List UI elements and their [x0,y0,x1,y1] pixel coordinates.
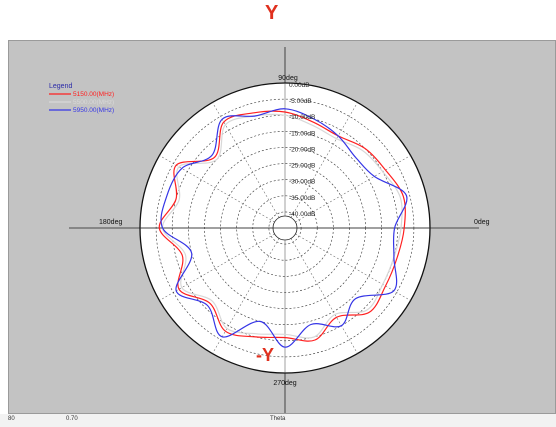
polar-grid [69,47,479,413]
radial-tick-label: -30.00dB [289,179,315,186]
angle-label-90: 90deg [278,75,298,82]
radial-tick-label: -15.00dB [289,130,315,137]
label-layer: 0deg 90deg 180deg 270deg 0.00dB -5.00dB -10.00… [99,75,490,387]
series-line-2 [160,108,408,348]
status-mid: 0.70 [66,416,78,422]
legend-entry: 5500.00(MHz) [73,99,114,106]
angle-label-180: 180deg [99,219,122,226]
radial-tick-label: -10.00dB [289,114,315,121]
radial-tick-label: -25.00dB [289,163,315,170]
label-top-y: Y [265,2,279,24]
angle-label-0: 0deg [474,219,490,226]
polar-chart: 0deg 90deg 180deg 270deg 0.00dB -5.00dB -10.00… [49,47,490,413]
status-left: 80 [8,416,15,422]
radial-tick-label: 0.00dB [289,82,310,89]
radial-tick-label: -35.00dB [289,195,315,202]
radial-tick-label: -40.00dB [289,211,315,218]
legend-title: Legend [49,83,72,90]
series-layer [158,108,408,348]
legend-entry: 5150.00(MHz) [73,91,114,98]
legend-entry: 5950.00(MHz) [73,107,114,114]
status-center: Theta [270,416,286,422]
legend: Legend 5150.00(MHz)5500.00(MHz)5950.00(M… [49,83,114,114]
angle-label-270: 270deg [273,380,296,387]
radial-tick-label: -20.00dB [289,146,315,153]
plot-frame: 0deg 90deg 180deg 270deg 0.00dB -5.00dB -10.00… [8,40,556,414]
status-bar: 80 0.70 Theta [0,414,556,427]
label-bottom-neg-y: -Y [256,345,274,365]
radial-tick-label: -5.00dB [289,98,312,105]
